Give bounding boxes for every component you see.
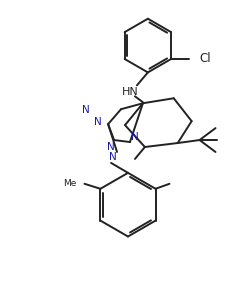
Text: N: N <box>82 105 90 115</box>
Text: N: N <box>94 117 102 127</box>
Text: HN: HN <box>122 87 138 97</box>
Text: N: N <box>131 132 139 142</box>
Text: N: N <box>107 142 115 152</box>
Text: N: N <box>109 152 117 162</box>
Text: Cl: Cl <box>199 53 211 65</box>
Text: Me: Me <box>63 179 77 188</box>
